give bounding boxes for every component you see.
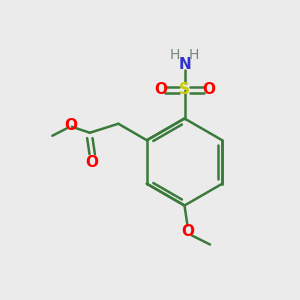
Text: O: O <box>154 82 167 98</box>
Text: O: O <box>181 224 194 238</box>
Text: H: H <box>189 48 199 62</box>
Text: S: S <box>179 82 190 98</box>
Text: O: O <box>202 82 215 98</box>
Text: O: O <box>86 155 99 170</box>
Text: N: N <box>178 57 191 72</box>
Text: O: O <box>64 118 77 133</box>
Text: H: H <box>170 48 180 62</box>
